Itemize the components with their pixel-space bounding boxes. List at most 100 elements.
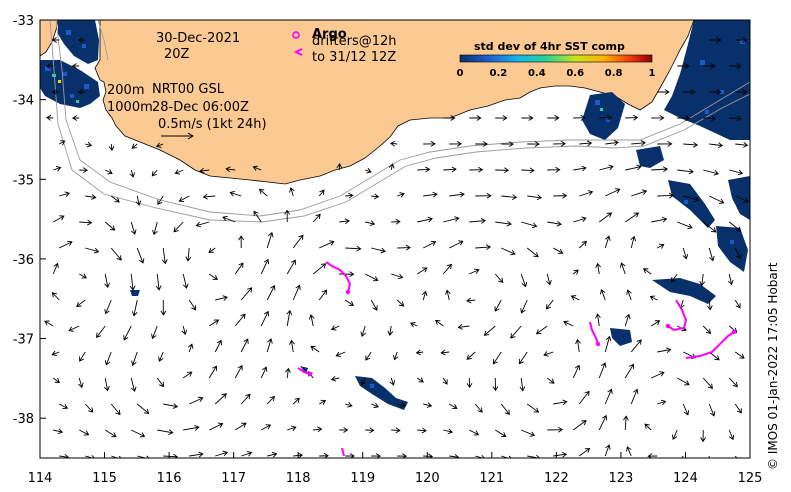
current-arrow (330, 375, 340, 382)
time-label: 20Z (164, 47, 190, 62)
current-arrow (657, 243, 665, 249)
colorbar-title: std dev of 4hr SST comp (474, 40, 625, 53)
current-arrow (449, 191, 465, 198)
current-arrow (188, 299, 197, 311)
current-arrow (657, 347, 672, 354)
current-arrow (129, 273, 136, 291)
y-tick-label: -38 (13, 412, 34, 427)
y-tick-label: -36 (13, 253, 34, 268)
date-label: 30-Dec-2021 (156, 31, 240, 46)
current-arrow (189, 396, 204, 405)
current-arrow (313, 426, 323, 433)
current-arrow (709, 195, 725, 204)
current-arrow (360, 377, 366, 386)
current-arrow (579, 190, 594, 197)
x-tick-label: 123 (608, 471, 633, 486)
current-arrow (657, 399, 667, 406)
current-arrow (495, 167, 510, 174)
current-arrow (657, 89, 670, 95)
x-tick-label: 117 (221, 471, 246, 486)
current-arrow (651, 115, 665, 121)
current-arrow (79, 167, 89, 174)
current-arrow (96, 325, 106, 339)
current-arrow (547, 166, 561, 173)
current-arrow (521, 429, 536, 437)
current-arrow (105, 169, 113, 175)
scale-label: 0.5m/s (1kt 24h) (158, 117, 267, 132)
current-arrow (155, 142, 164, 148)
x-tick-label: 124 (673, 471, 698, 486)
current-arrow (129, 169, 135, 178)
drifter-marker-icon (293, 48, 303, 56)
y-tick-label: -34 (13, 94, 34, 109)
current-arrow (59, 453, 70, 458)
current-arrow (59, 403, 69, 410)
current-arrow (289, 339, 295, 353)
current-arrow (474, 403, 483, 413)
current-arrow (416, 377, 424, 383)
current-arrow (410, 322, 418, 328)
current-arrow (45, 114, 54, 121)
current-arrow (397, 192, 405, 198)
current-arrow (110, 403, 121, 416)
current-arrow (734, 455, 741, 458)
current-arrow (68, 325, 80, 332)
current-arrow (547, 115, 560, 121)
current-arrow (729, 115, 742, 122)
drifter-track (325, 261, 352, 293)
current-arrow (570, 295, 580, 301)
current-arrow (702, 221, 717, 233)
current-arrow (445, 289, 451, 301)
current-arrow (182, 273, 189, 289)
current-arrow (527, 194, 543, 201)
current-arrow (671, 429, 678, 441)
current-arrow (526, 247, 539, 258)
current-arrow (449, 240, 464, 249)
current-arrow (443, 166, 457, 173)
current-arrow (630, 339, 642, 353)
colorbar-tick-label: 0.8 (605, 68, 623, 79)
current-arrow (573, 114, 586, 121)
current-arrow (77, 37, 86, 43)
current-arrow (209, 422, 224, 431)
current-arrow (572, 269, 579, 275)
credit-text: © IMOS 01-Jan-2022 17:05 Hobart (766, 262, 780, 470)
current-arrow (110, 195, 120, 203)
current-arrow (649, 295, 658, 301)
current-arrow (345, 192, 354, 199)
current-arrow (389, 377, 396, 386)
current-arrow (345, 402, 353, 408)
current-arrow (734, 247, 742, 260)
isobath-200-label: 200m (107, 83, 144, 98)
current-arrow (423, 240, 437, 249)
current-arrow (253, 210, 262, 223)
current-arrow (284, 209, 291, 223)
current-arrow (729, 169, 744, 176)
current-arrow (578, 240, 587, 249)
current-arrow (682, 247, 689, 260)
current-arrow (579, 140, 593, 147)
current-arrow (182, 371, 193, 379)
current-arrow (469, 429, 480, 436)
drifter-tracks (297, 261, 735, 457)
current-arrow (415, 349, 424, 356)
current-arrow (677, 221, 693, 230)
current-arrow (319, 240, 335, 249)
current-arrow (709, 37, 722, 43)
current-arrow (260, 258, 270, 275)
current-arrow (234, 364, 243, 379)
current-arrow (625, 164, 642, 171)
current-arrow (624, 313, 631, 327)
current-arrow (492, 377, 499, 392)
current-arrow (202, 193, 216, 200)
current-arrow (266, 231, 274, 249)
current-arrow (336, 163, 343, 171)
current-arrow (131, 429, 146, 438)
current-arrow (222, 215, 236, 223)
current-arrow (387, 325, 394, 336)
current-arrow (545, 299, 554, 310)
current-arrow (624, 363, 635, 379)
current-arrow (79, 219, 93, 226)
current-arrow (397, 402, 406, 408)
current-arrow (605, 140, 619, 146)
